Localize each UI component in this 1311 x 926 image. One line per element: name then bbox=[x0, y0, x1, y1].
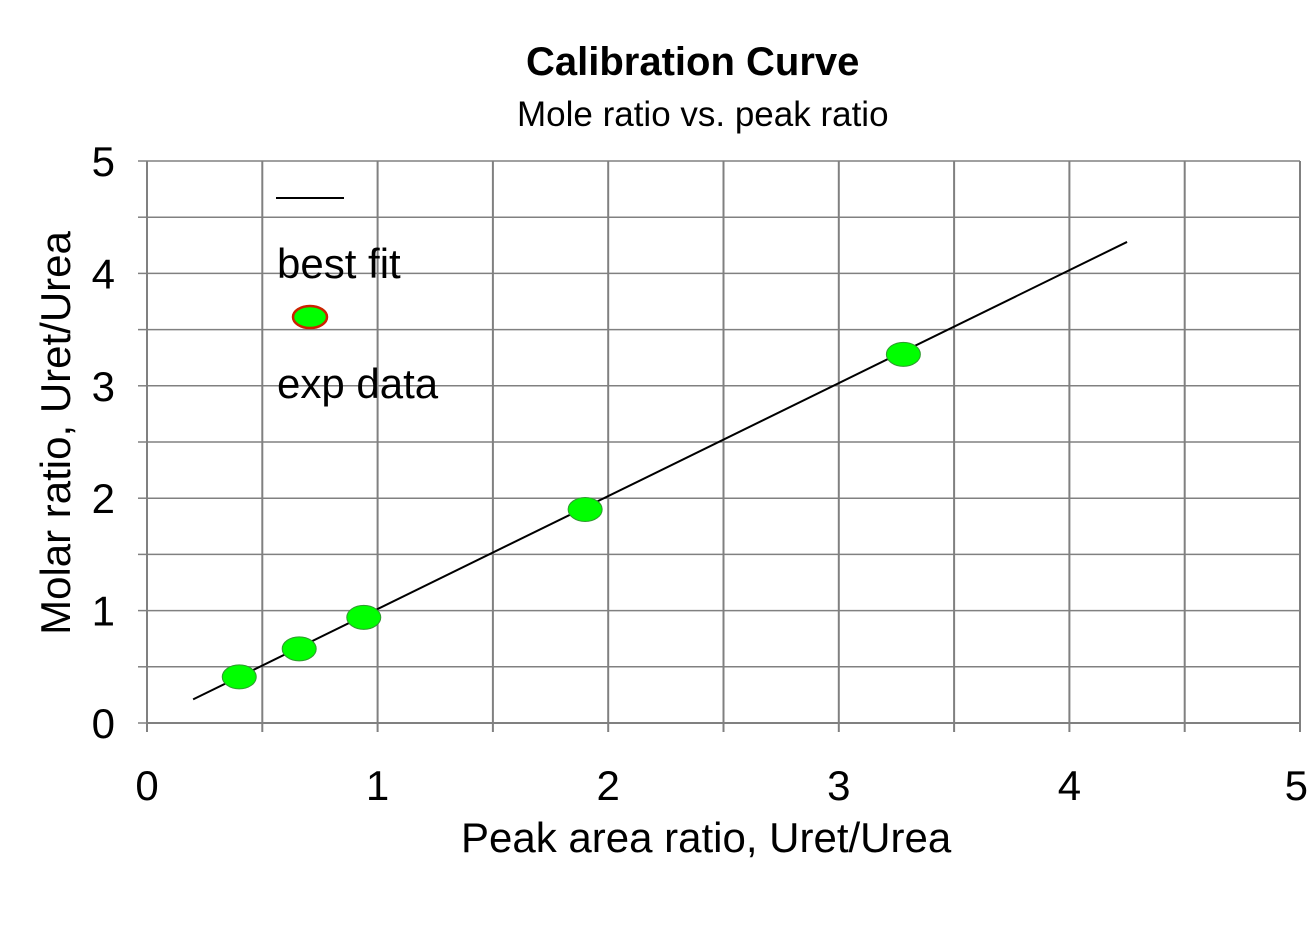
data-point bbox=[346, 604, 382, 630]
data-point bbox=[221, 664, 257, 690]
data-point bbox=[281, 636, 317, 662]
y-tick-label: 1 bbox=[92, 588, 115, 635]
legend-label-best-fit: best fit bbox=[277, 240, 401, 287]
x-axis-label: Peak area ratio, Uret/Urea bbox=[461, 814, 952, 861]
y-axis-label: Molar ratio, Uret/Urea bbox=[32, 231, 79, 635]
legend bbox=[276, 197, 344, 330]
x-tick-label: 3 bbox=[827, 762, 850, 809]
legend-label-exp-data: exp data bbox=[277, 360, 439, 407]
y-tick-label: 0 bbox=[92, 700, 115, 747]
chart-subtitle: Mole ratio vs. peak ratio bbox=[517, 95, 889, 134]
y-tick-label: 3 bbox=[92, 363, 115, 410]
data-point bbox=[567, 496, 603, 522]
x-tick-label: 4 bbox=[1058, 762, 1081, 809]
y-tick-label: 2 bbox=[92, 475, 115, 522]
y-tick-label: 4 bbox=[92, 250, 115, 297]
x-tick-label: 0 bbox=[135, 762, 158, 809]
x-tick-label: 1 bbox=[366, 762, 389, 809]
data-point bbox=[885, 341, 921, 367]
y-tick-label: 5 bbox=[92, 138, 115, 185]
x-tick-label: 5 bbox=[1285, 762, 1308, 809]
tick-labels: 0 1 2 3 4 5 0 1 2 3 4 5 bbox=[92, 138, 1308, 809]
legend-swatch-exp-data bbox=[291, 304, 329, 330]
axes bbox=[138, 160, 1301, 732]
series bbox=[192, 241, 1128, 701]
x-tick-label: 2 bbox=[597, 762, 620, 809]
best-fit-line bbox=[192, 241, 1128, 701]
chart-title: Calibration Curve bbox=[526, 40, 860, 84]
